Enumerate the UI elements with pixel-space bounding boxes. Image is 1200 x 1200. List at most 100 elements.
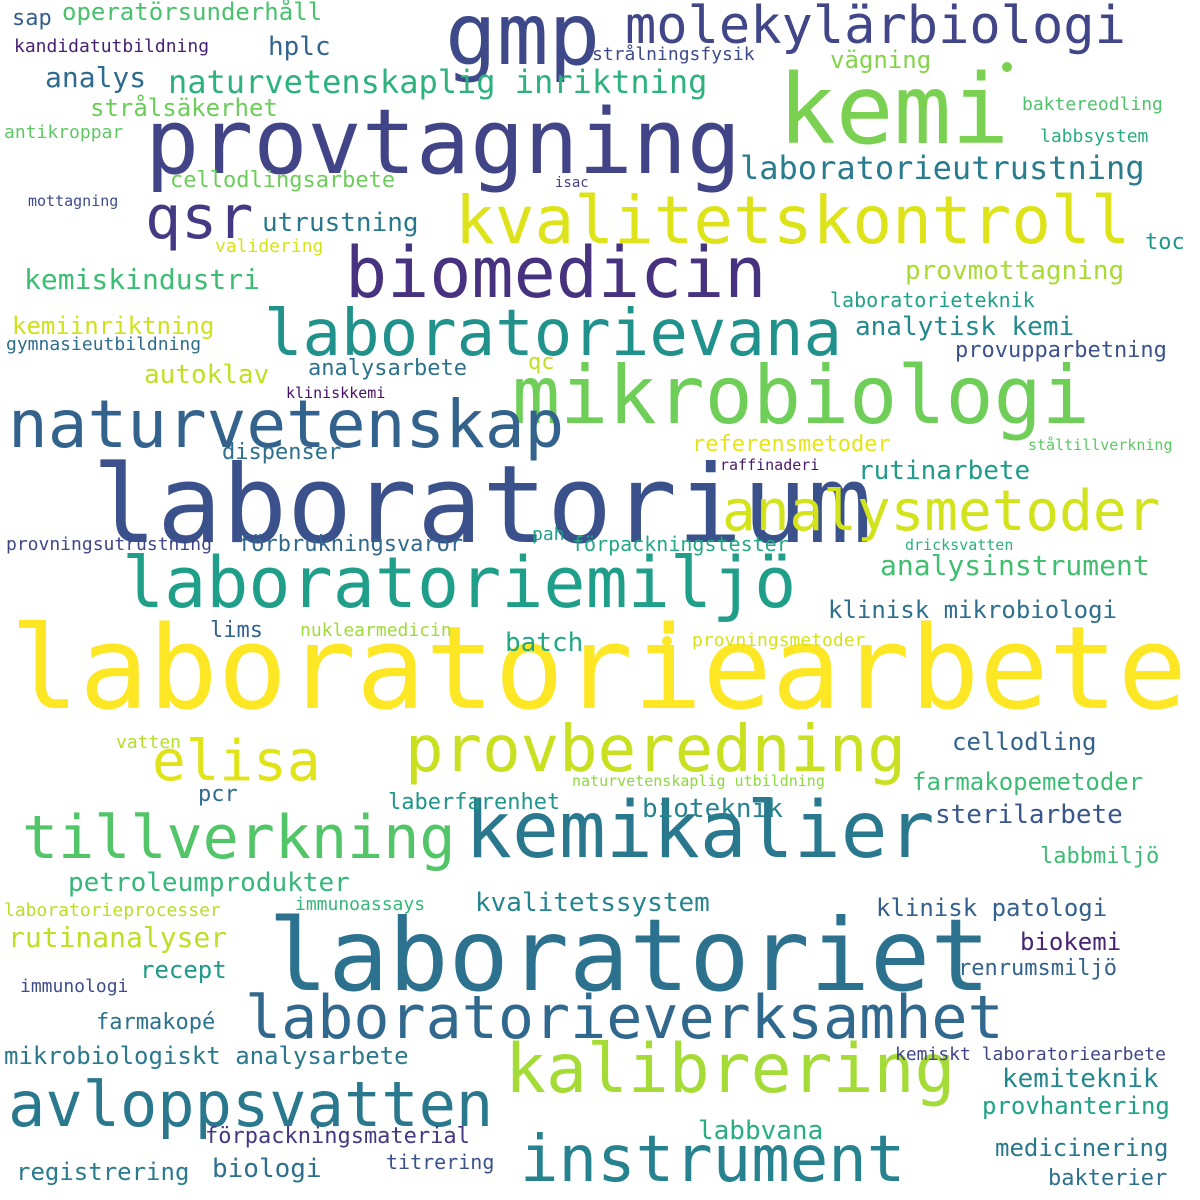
word-farmakope: farmakopé (96, 1010, 216, 1035)
word-pah: pah (532, 524, 565, 545)
word-pcr: pcr (198, 782, 238, 807)
word-nuklearmedicin: nuklearmedicin (300, 620, 452, 641)
word-staltillverkning: ståltillverkning (1028, 436, 1173, 454)
word-laboratoriet: laboratoriet (268, 897, 991, 1014)
word-qc: qc (528, 350, 555, 375)
word-kemi: kemi (778, 54, 1010, 166)
word-kandidatutbildning: kandidatutbildning (14, 36, 210, 57)
word-stralsakerhet: strålsäkerhet (90, 94, 278, 122)
word-naturvetenskaplig-inriktning: naturvetenskaplig inriktning (168, 63, 708, 101)
word-raffinaderi: raffinaderi (720, 456, 820, 474)
word-recept: recept (140, 956, 227, 984)
word-immunologi: immunologi (20, 976, 129, 997)
word-registrering: registrering (16, 1158, 190, 1186)
word-kvalitetskontroll: kvalitetskontroll (455, 182, 1131, 259)
word-vagning: vägning (830, 46, 932, 74)
word-avloppsvatten: avloppsvatten (8, 1068, 494, 1141)
dot-mark (662, 636, 672, 646)
word-titrering: titrering (386, 1150, 495, 1174)
word-provtagning: provtagning (145, 90, 742, 195)
word-analytisk-kemi: analytisk kemi (855, 312, 1075, 342)
word-instrument: instrument (520, 1123, 906, 1197)
word-analysinstrument: analysinstrument (880, 549, 1150, 582)
word-baktereodling: baktereodling (1022, 94, 1163, 115)
word-kvalitetssystem: kvalitetssystem (475, 888, 710, 918)
word-cellodlingsarbete: cellodlingsarbete (170, 168, 396, 193)
word-elisa: elisa (152, 729, 321, 794)
word-kalibrering: kalibrering (505, 1030, 956, 1109)
word-forpackningsmaterial: förpackningsmaterial (205, 1124, 470, 1149)
word-provhantering: provhantering (982, 1092, 1170, 1120)
word-naturvetenskap: naturvetenskap (8, 386, 565, 463)
word-biologi: biologi (212, 1154, 322, 1184)
word-biomedicin: biomedicin (345, 232, 767, 314)
word-autoklav: autoklav (144, 360, 270, 390)
word-kemiskt-laboratoriearbete: kemiskt laboratoriearbete (895, 1044, 1166, 1065)
word-vatten: vatten (116, 732, 182, 753)
word-laboratoriemiljo: laboratoriemiljö (122, 542, 797, 624)
word-klinisk-patologi: klinisk patologi (876, 894, 1108, 922)
word-dispenser: dispenser (222, 440, 342, 465)
word-rutinanalyser: rutinanalyser (8, 921, 228, 954)
word-validering: validering (215, 236, 324, 257)
word-kemiteknik: kemiteknik (1002, 1064, 1159, 1094)
word-mottagning: mottagning (28, 192, 119, 210)
word-labbvana: labbvana (698, 1116, 824, 1146)
word-toc: toc (1145, 230, 1185, 255)
word-hplc: hplc (268, 32, 331, 62)
word-provupparbetning: provupparbetning (955, 338, 1167, 363)
word-laboratorieutrustning: laboratorieutrustning (740, 149, 1145, 187)
word-sterilarbete: sterilarbete (935, 800, 1123, 830)
word-referensmetoder: referensmetoder (692, 432, 891, 457)
word-analysmetoder: analysmetoder (722, 479, 1161, 544)
word-provmottagning: provmottagning (905, 256, 1125, 286)
word-analys: analys (45, 61, 147, 94)
word-bakterier: bakterier (1048, 1166, 1168, 1191)
word-biokemi: biokemi (1020, 928, 1122, 956)
word-isac: isac (555, 175, 589, 191)
word-stralningsfysik: strålningsfysik (592, 44, 755, 65)
word-provningsutrustning: provningsutrustning (6, 534, 212, 555)
word-labbmiljo: labbmiljö (1040, 844, 1160, 869)
word-cellodling: cellodling (952, 728, 1097, 756)
word-klinisk-mikrobiologi: klinisk mikrobiologi (828, 596, 1117, 624)
word-analysarbete: analysarbete (308, 356, 467, 381)
word-qsr: qsr (145, 183, 254, 253)
word-laberfarenhet: laberfarenhet (388, 790, 561, 815)
word-operatorsunderhall: operatörsunderhåll (62, 0, 323, 26)
word-sap: sap (12, 6, 52, 31)
word-provningsmetoder: provningsmetoder (692, 630, 866, 651)
word-laboratoriearbete: laboratoriearbete (10, 602, 1188, 736)
word-laboratorieteknik: laboratorieteknik (830, 288, 1035, 312)
word-provberedning: provberedning (405, 713, 906, 787)
word-antikroppar: antikroppar (4, 122, 124, 143)
word-laboratorieprocesser: laboratorieprocesser (4, 900, 221, 921)
word-forbrukningsvaror: förbrukningsvaror (238, 532, 464, 557)
word-gymnasieutbildning: gymnasieutbildning (6, 334, 202, 355)
word-utrustning: utrustning (262, 208, 419, 238)
word-kemikalier: kemikalier (465, 786, 935, 876)
word-tillverkning: tillverkning (22, 803, 456, 873)
word-kemiskindustri: kemiskindustri (24, 263, 261, 296)
word-labbsystem: labbsystem (1040, 126, 1149, 147)
word-renrumsmiljo: renrumsmiljö (958, 956, 1117, 981)
dot-mark (1002, 62, 1012, 72)
word-bioteknik: bioteknik (642, 794, 783, 824)
word-medicinering: medicinering (995, 1134, 1169, 1162)
word-gmp: gmp (445, 0, 601, 85)
word-dricksvatten: dricksvatten (905, 536, 1014, 554)
word-immunoassays: immunoassays (295, 894, 426, 915)
word-kemiinriktning: kemiinriktning (12, 312, 215, 340)
word-laboratorievana: laboratorievana (264, 297, 842, 371)
word-laboratorium: laboratorium (92, 443, 873, 568)
word-mikrobiologiskt-analysarbete: mikrobiologiskt analysarbete (4, 1042, 409, 1070)
word-batch: batch (505, 628, 584, 658)
word-naturvetenskaplig-utbildning: naturvetenskaplig utbildning (572, 772, 825, 790)
word-forpackningstester: förpackningstester (572, 532, 789, 556)
word-laboratorieverksamhet: laboratorieverksamhet (245, 983, 1004, 1053)
word-kliniskkemi: kliniskkemi (286, 384, 386, 402)
word-lims: lims (210, 618, 263, 643)
word-farmakopemetoder: farmakopemetoder (912, 768, 1144, 796)
word-molekylarbiologi: molekylärbiologi (625, 0, 1126, 56)
